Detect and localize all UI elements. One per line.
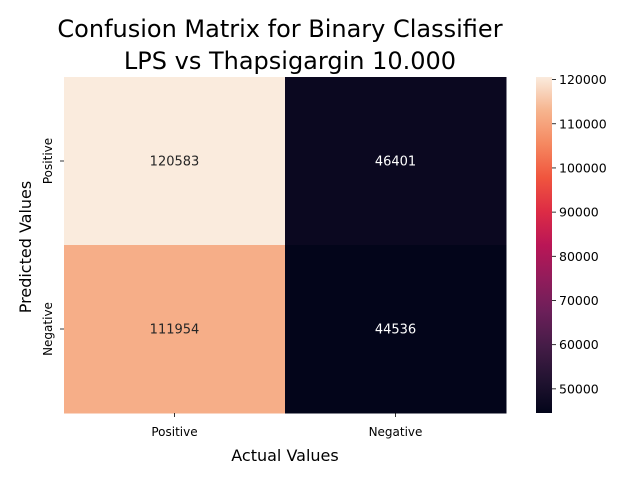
- colorbar-tick-label: 50000: [559, 381, 599, 396]
- colorbar: [536, 77, 552, 413]
- colorbar-ticks: 50000 60000 70000 80000 90000 100000 110000 120…: [552, 72, 607, 396]
- colorbar-tick-label: 60000: [559, 337, 599, 352]
- colorbar-tick-label: 120000: [559, 72, 607, 87]
- x-axis-label: Actual Values: [231, 446, 338, 465]
- x-axis-ticks: Positive Negative: [151, 413, 422, 439]
- cell-value-label-r0-c1: 46401: [375, 155, 416, 170]
- heatmap-cell-r0-c0: [64, 77, 286, 246]
- y-axis-label: Predicted Values: [16, 181, 35, 313]
- cell-value-label-r1-c0: 111954: [150, 323, 200, 338]
- heatmap-cell-r1-c1: [285, 245, 507, 414]
- heatmap-cells: [64, 77, 507, 414]
- y-tick-label: Negative: [41, 302, 55, 356]
- heatmap-cell-r0-c1: [285, 77, 507, 246]
- x-tick-label: Positive: [151, 425, 197, 439]
- y-tick-label: Positive: [41, 138, 55, 184]
- heatmap-cell-labels: 120583 46401 111954 44536: [150, 155, 417, 338]
- chart-title-line-2: LPS vs Thapsigargin 10.000: [124, 47, 456, 75]
- y-axis-ticks: Positive Negative: [41, 138, 64, 356]
- colorbar-tick-label: 80000: [559, 249, 599, 264]
- colorbar-tick-label: 90000: [559, 205, 599, 220]
- colorbar-tick-label: 70000: [559, 293, 599, 308]
- colorbar-tick-label: 110000: [559, 116, 607, 131]
- x-tick-label: Negative: [369, 425, 423, 439]
- cell-value-label-r1-c1: 44536: [375, 323, 416, 338]
- colorbar-tick-label: 100000: [559, 160, 607, 175]
- chart-title-line-1: Confusion Matrix for Binary Classifier: [57, 15, 502, 43]
- cell-value-label-r0-c0: 120583: [150, 155, 200, 170]
- heatmap-cell-r1-c0: [64, 245, 286, 414]
